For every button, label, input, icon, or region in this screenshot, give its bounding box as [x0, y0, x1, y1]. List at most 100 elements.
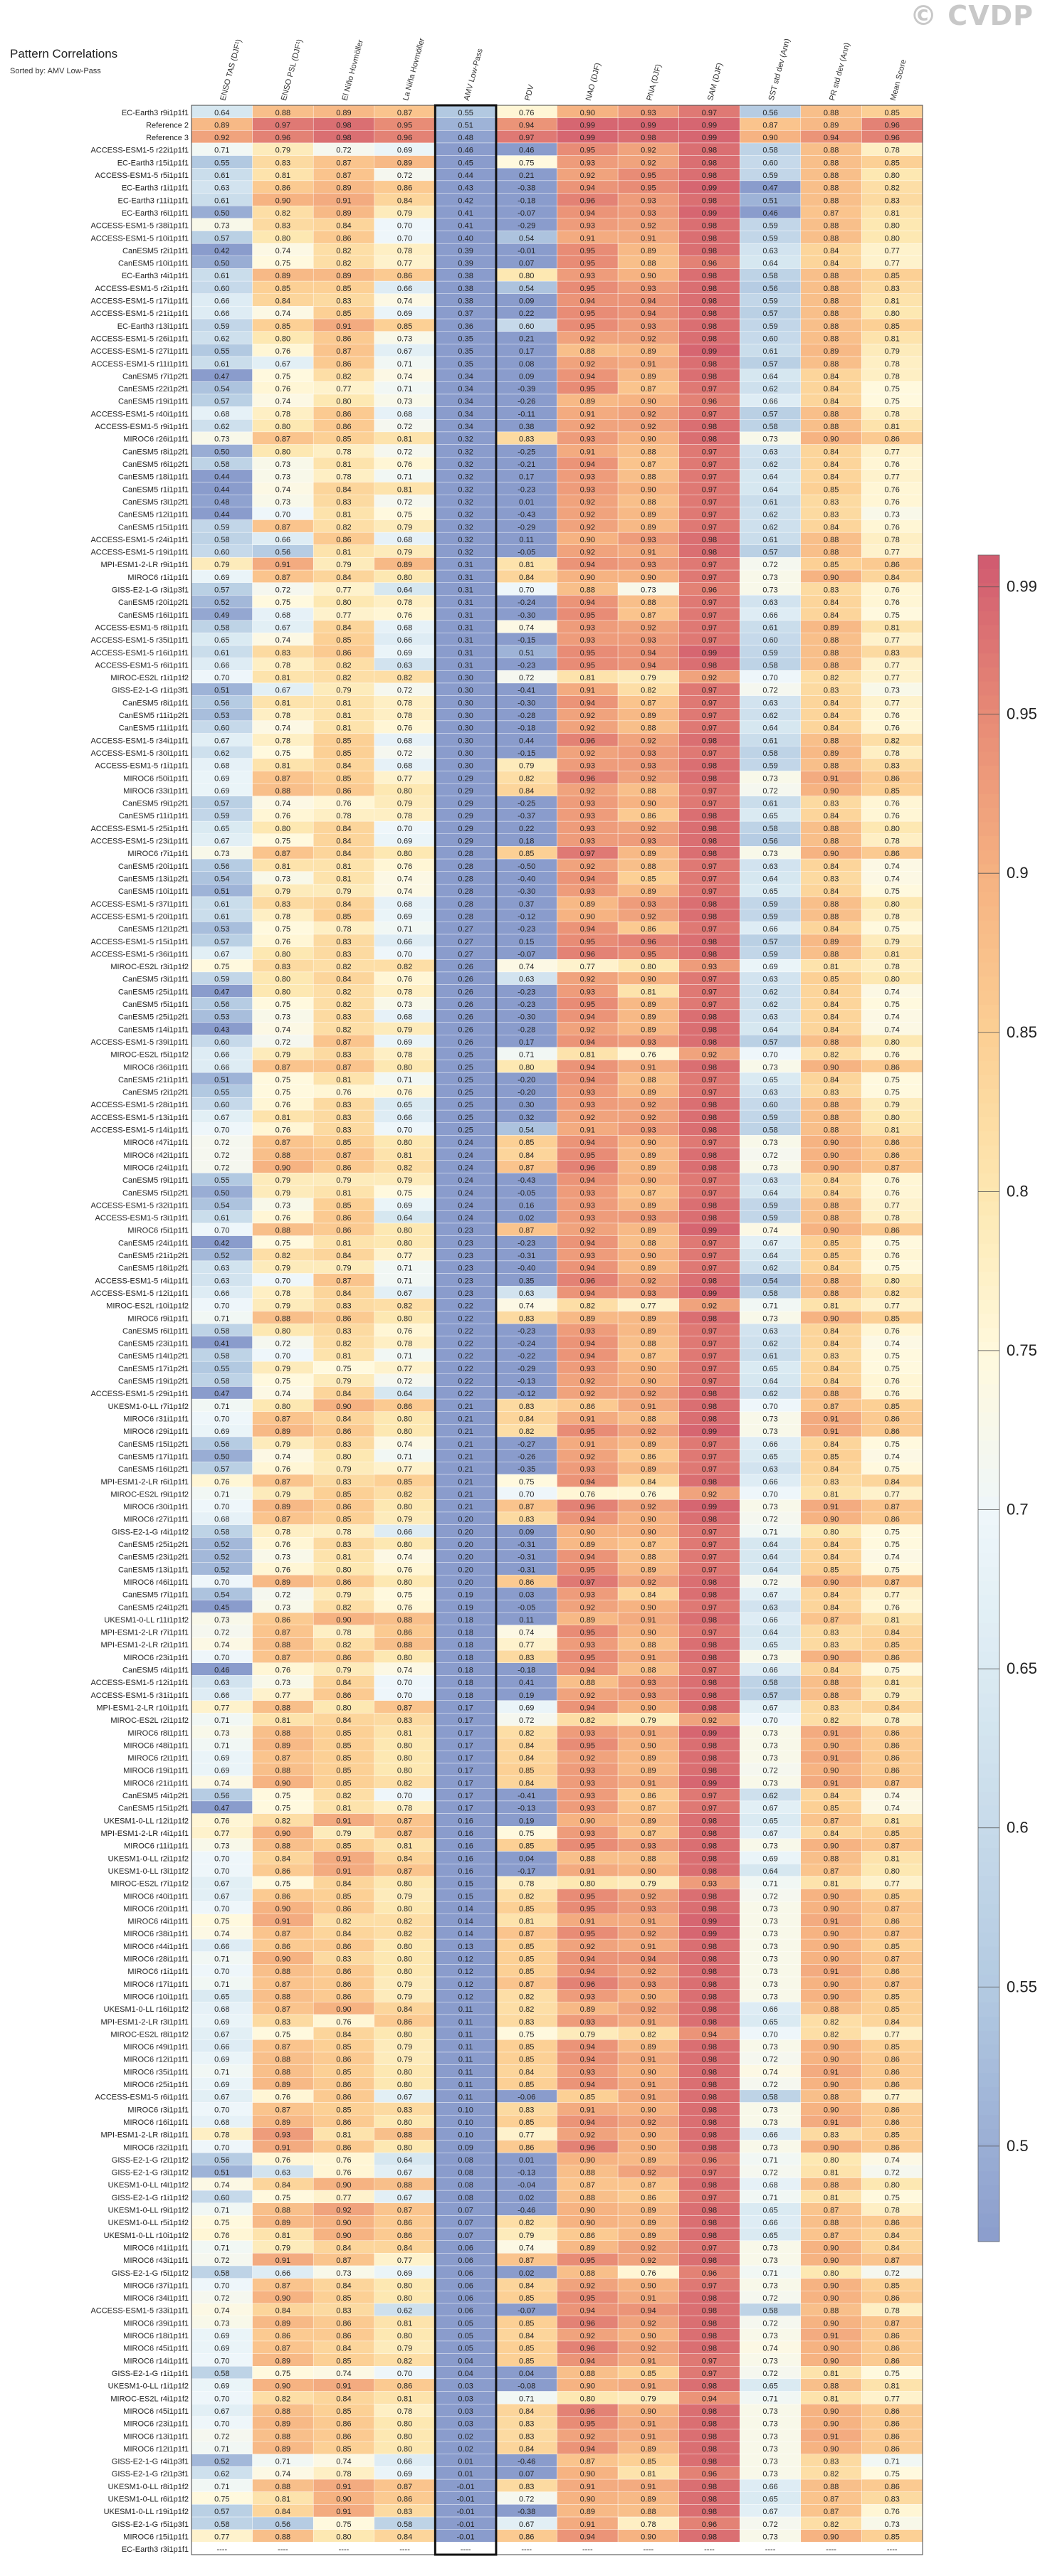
cell-value: 0.71 [214, 1980, 229, 1989]
cell-value: 0.81 [336, 862, 351, 871]
cell-value: 0.94 [580, 1265, 595, 1273]
cell-value: 0.73 [762, 2458, 777, 2466]
cell-value: 0.06 [458, 2294, 473, 2303]
cell-value: 0.74 [214, 1641, 229, 1649]
cell-value: 0.79 [336, 561, 351, 569]
cell-value: 0.98 [702, 1679, 717, 1687]
cell-value: 0.90 [824, 1741, 839, 1750]
cell-value: 0.94 [641, 310, 656, 318]
cell-value: 0.86 [641, 1452, 656, 1461]
cell-value: 0.26 [458, 1025, 473, 1034]
cell-value: 0.98 [336, 121, 351, 130]
cell-value: 0.82 [519, 2219, 534, 2227]
cell-value: 0.83 [884, 649, 899, 658]
cell-value: 0.92 [580, 171, 595, 180]
cell-value: 0.17 [458, 1805, 473, 1813]
cell-value: 0.89 [641, 1089, 656, 1097]
cell-value: 0.60 [762, 334, 777, 343]
cell-value: 0.82 [397, 2357, 412, 2365]
cell-value: 0.97 [702, 1265, 717, 1273]
row-label: CanESM5 r15i1p2f1 [118, 1440, 189, 1449]
cell-value: 0.05 [458, 2345, 473, 2353]
cell-value: 0.61 [762, 737, 777, 745]
cell-value: 0.74 [762, 2345, 777, 2353]
cell-value: 0.89 [824, 121, 839, 130]
cell-value: 0.89 [824, 623, 839, 632]
cell-value: 0.29 [458, 787, 473, 796]
cell-value: 0.08 [458, 2156, 473, 2165]
cell-value: 0.59 [762, 649, 777, 658]
cell-value: 0.23 [458, 1265, 473, 1273]
cell-value: -0.39 [518, 385, 535, 394]
cell-value: 0.77 [397, 2256, 412, 2265]
colorbar-segment [978, 1960, 999, 1975]
cell-value: 0.84 [824, 448, 839, 456]
cell-value: 0.72 [336, 147, 351, 155]
cell-value: 0.28 [458, 900, 473, 909]
cell-value: 0.89 [275, 2081, 290, 2089]
cell-value: 0.91 [824, 774, 839, 783]
colorbar-segment [978, 1482, 999, 1497]
cell-value: 0.84 [824, 1440, 839, 1449]
cell-value: 0.66 [397, 1528, 412, 1536]
cell-value: 0.70 [519, 1490, 534, 1499]
row-label: CanESM5 r7i1p2f1 [122, 372, 189, 381]
cell-value: 0.91 [824, 1503, 839, 1511]
cell-value: 0.57 [762, 310, 777, 318]
cell-value: 0.56 [275, 2520, 290, 2529]
cell-value: 0.88 [275, 2407, 290, 2416]
cell-value: 0.86 [336, 2432, 351, 2441]
cell-value: 0.93 [641, 749, 656, 758]
cell-value: 0.82 [519, 1729, 534, 1738]
cell-value: 0.99 [702, 347, 717, 356]
cell-value: 0.83 [884, 285, 899, 293]
cell-value: 0.73 [762, 2432, 777, 2441]
cell-value: 0.86 [884, 2345, 899, 2353]
cell-value: 0.94 [580, 1478, 595, 1487]
cell-value: 0.92 [580, 1452, 595, 1461]
row-label: ACCESS-ESM1-5 r28i1p1f1 [90, 1101, 189, 1109]
colorbar-segment [978, 1651, 999, 1666]
cell-value: 0.75 [884, 2470, 899, 2479]
colorbar-segment [978, 1567, 999, 1582]
cell-value: 0.73 [762, 2420, 777, 2429]
cell-value: 0.70 [214, 1578, 229, 1587]
cell-value: 0.97 [702, 385, 717, 394]
cell-value: 0.89 [641, 1151, 656, 1160]
cell-value: 0.82 [519, 1427, 534, 1436]
cell-value: 0.54 [214, 875, 229, 883]
cell-value: 0.71 [397, 925, 412, 934]
cell-value: 0.85 [336, 1779, 351, 1788]
cell-value: 0.02 [458, 2445, 473, 2454]
cell-value: 0.90 [824, 2244, 839, 2252]
cell-value: 0.64 [397, 1390, 412, 1398]
cell-value: 0.88 [824, 1854, 839, 1863]
colorbar-segment [978, 583, 999, 598]
cell-value: 0.88 [824, 184, 839, 193]
cell-value: 0.69 [214, 1427, 229, 1436]
cell-value: 0.79 [275, 1189, 290, 1198]
cell-value: 0.78 [336, 1629, 351, 1637]
cell-value: 0.97 [519, 134, 534, 142]
row-label: MIROC-ES2L r3i1p1f2 [110, 963, 189, 971]
cell-value: 0.60 [214, 2194, 229, 2202]
cell-value: 0.91 [641, 2483, 656, 2491]
cell-value: 0.82 [824, 1051, 839, 1060]
cell-value: 0.71 [275, 2458, 290, 2466]
cell-value: 0.75 [884, 1440, 899, 1449]
cell-value: 0.70 [397, 2370, 412, 2378]
cell-value: 0.50 [214, 448, 229, 456]
cell-value: 0.86 [641, 2194, 656, 2202]
cell-value: 0.98 [702, 2106, 717, 2114]
cell-value: 0.76 [884, 460, 899, 469]
row-label: CanESM5 r24i1p2f1 [118, 1603, 189, 1612]
cell-value: 0.75 [519, 1830, 534, 1838]
cell-value: 0.83 [519, 2018, 534, 2027]
cell-value: 0.71 [397, 1352, 412, 1361]
cell-value: 0.93 [580, 812, 595, 820]
row-label: MIROC6 r25i1p1f1 [123, 2081, 189, 2089]
cell-value: 0.91 [641, 2357, 656, 2365]
cell-value: 0.88 [275, 1729, 290, 1738]
cell-value: 0.79 [397, 1516, 412, 1524]
cell-value: 0.84 [336, 485, 351, 494]
